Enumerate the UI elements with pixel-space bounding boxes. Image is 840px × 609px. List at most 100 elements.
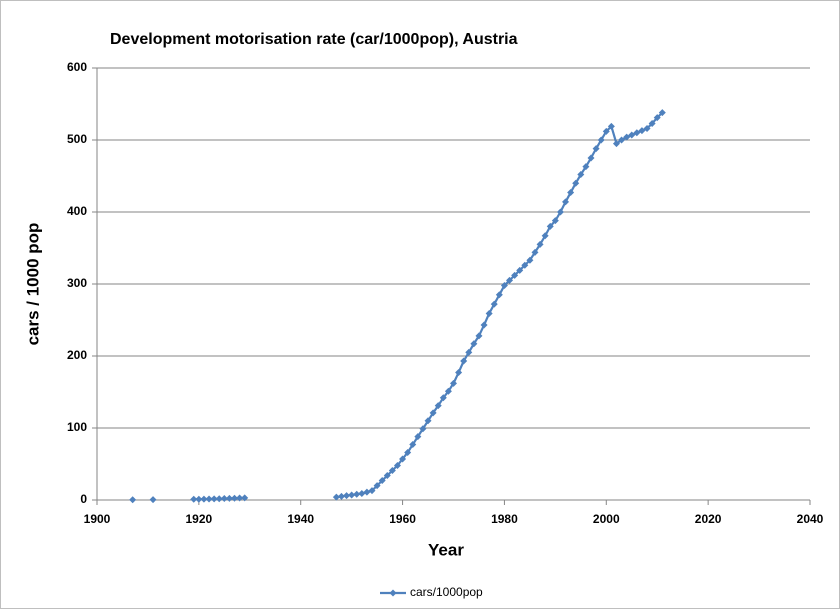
data-point [506,276,514,284]
data-point [551,217,559,225]
data-point [424,417,432,425]
data-point [597,136,605,144]
data-point [648,119,656,127]
data-point [399,455,407,463]
data-point [541,232,549,240]
data-point [368,487,376,495]
data-point [567,189,575,197]
data-point [465,348,473,356]
data-point [536,240,544,248]
data-point [210,495,218,503]
data-point [378,477,386,485]
data-point [628,131,636,139]
data-point [383,472,391,480]
y-tick-label: 0 [80,492,87,506]
data-point [225,494,233,502]
data-point [577,171,585,179]
data-point [429,409,437,417]
data-point [638,127,646,135]
data-point [480,321,488,329]
data-point [444,387,452,395]
x-tick-label: 2020 [695,512,722,526]
data-point [404,448,412,456]
data-point [419,425,427,433]
y-tick-label: 100 [67,420,87,434]
y-axis-title: cars / 1000 pop [23,223,42,346]
data-point [439,394,447,402]
data-point [653,114,661,122]
data-point [129,496,137,504]
data-point [658,109,666,117]
y-tick-label: 500 [67,132,87,146]
y-tick-label: 400 [67,204,87,218]
x-tick-label: 1900 [84,512,111,526]
data-point [546,222,554,230]
data-point [511,271,519,279]
data-point [623,133,631,141]
data-point [348,491,356,499]
data-point [414,433,422,441]
data-point [190,495,198,503]
data-point [363,488,371,496]
data-point [337,492,345,500]
data-point [500,281,508,289]
data-point [572,179,580,187]
x-tick-label: 1920 [186,512,213,526]
data-point [373,482,381,490]
data-point [516,266,524,274]
data-point [220,495,228,503]
data-point [612,140,620,148]
data-point [526,256,534,264]
data-point [582,163,590,171]
data-point [562,198,570,206]
data-point [460,357,468,365]
data-point [200,495,208,503]
data-point [241,494,249,502]
data-point [475,332,483,340]
x-tick-label: 2040 [797,512,824,526]
chart-title: Development motorisation rate (car/1000p… [110,31,518,48]
data-point [602,127,610,135]
data-point [618,136,626,144]
data-point [643,124,651,132]
data-point [490,300,498,308]
x-tick-label: 2000 [593,512,620,526]
data-point [149,496,157,504]
data-point [332,493,340,501]
x-tick-label: 1940 [287,512,314,526]
y-tick-label: 200 [67,348,87,362]
data-point [607,122,615,130]
x-tick-label: 1960 [389,512,416,526]
data-point [353,490,361,498]
data-point [485,310,493,318]
data-point [393,461,401,469]
data-point [343,492,351,500]
x-axis-title: Year [428,540,464,559]
data-point [388,466,396,474]
x-tick-label: 1980 [491,512,518,526]
data-point [521,261,529,269]
data-point [215,495,223,503]
data-point [592,145,600,153]
data-point [236,494,244,502]
data-point [231,494,239,502]
legend-marker [389,589,397,597]
data-point [450,379,457,387]
data-point [556,208,564,216]
data-point [531,248,539,256]
data-point [195,495,203,503]
data-point [358,490,366,498]
data-point [205,495,213,503]
legend-label: cars/1000pop [410,585,483,599]
data-point [633,129,641,137]
data-point [470,340,478,348]
data-point [587,154,595,162]
data-point [434,402,442,410]
data-point [409,441,417,449]
y-tick-label: 600 [67,60,87,74]
data-point [455,369,463,377]
data-point [495,291,503,299]
y-tick-label: 300 [67,276,87,290]
